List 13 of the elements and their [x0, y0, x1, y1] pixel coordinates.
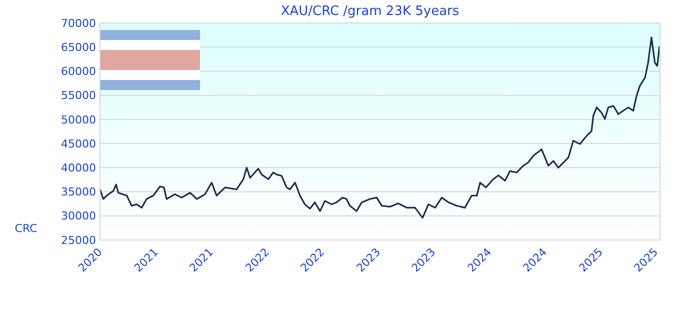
y-tick-label: 65000	[61, 40, 96, 54]
y-tick-label: 45000	[61, 137, 96, 150]
y-tick-label: 25000	[61, 234, 96, 247]
y-tick-label: 35000	[61, 186, 96, 199]
line-series	[99, 36, 660, 219]
y-axis-title: CRC	[14, 222, 38, 235]
y-tick-label: 60000	[61, 65, 96, 78]
y-tick-label: 55000	[61, 89, 96, 102]
y-tick-label: 40000	[61, 162, 96, 175]
chart-title: XAU/CRC /gram 23K 5years	[280, 4, 460, 19]
y-tick-label: 70000	[61, 16, 96, 30]
y-tick-label: 30000	[61, 210, 96, 223]
y-tick-label: 50000	[61, 113, 96, 126]
